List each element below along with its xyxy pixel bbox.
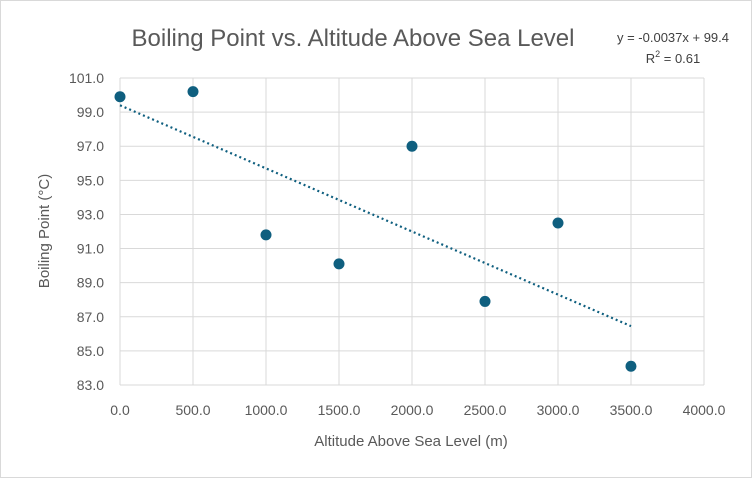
x-tick-label: 0.0 xyxy=(110,402,130,418)
data-point xyxy=(260,229,272,241)
gridlines xyxy=(119,77,705,386)
chart-title: Boiling Point vs. Altitude Above Sea Lev… xyxy=(132,25,575,52)
y-axis-label: Boiling Point (°C) xyxy=(36,174,53,288)
x-tick-label: 500.0 xyxy=(175,402,210,418)
x-tick-label: 1000.0 xyxy=(245,402,288,418)
x-tick-label: 2000.0 xyxy=(391,402,434,418)
data-point xyxy=(114,91,126,103)
y-tick-label: 95.0 xyxy=(77,172,104,188)
y-tick-label: 91.0 xyxy=(77,241,104,257)
data-point xyxy=(552,217,564,229)
y-tick-label: 97.0 xyxy=(77,138,104,154)
trendline-r-squared: R2 = 0.61 xyxy=(646,49,701,66)
x-tick-label: 1500.0 xyxy=(318,402,361,418)
x-tick-label: 3000.0 xyxy=(537,402,580,418)
y-tick-label: 83.0 xyxy=(77,377,104,393)
data-points xyxy=(114,86,637,372)
data-point xyxy=(479,295,491,307)
axis-ticks: 83.0 85.0 87.0 89.0 91.0 93.0 95.0 97.0 99.0 101.… xyxy=(69,70,726,418)
data-point xyxy=(406,140,418,152)
y-tick-label: 87.0 xyxy=(77,309,104,325)
data-point xyxy=(625,360,637,372)
x-tick-label: 3500.0 xyxy=(610,402,653,418)
y-tick-label: 99.0 xyxy=(77,104,104,120)
y-tick-label: 101.0 xyxy=(69,70,104,86)
y-tick-label: 85.0 xyxy=(77,343,104,359)
data-point xyxy=(333,258,345,270)
y-tick-label: 89.0 xyxy=(77,275,104,291)
y-tick-label: 93.0 xyxy=(77,206,104,222)
x-tick-label: 4000.0 xyxy=(683,402,726,418)
data-point xyxy=(187,86,199,98)
x-tick-label: 2500.0 xyxy=(464,402,507,418)
x-axis-label: Altitude Above Sea Level (m) xyxy=(314,433,507,450)
trendline xyxy=(119,104,632,328)
trendline-equation: y = -0.0037x + 99.4 xyxy=(617,30,729,45)
